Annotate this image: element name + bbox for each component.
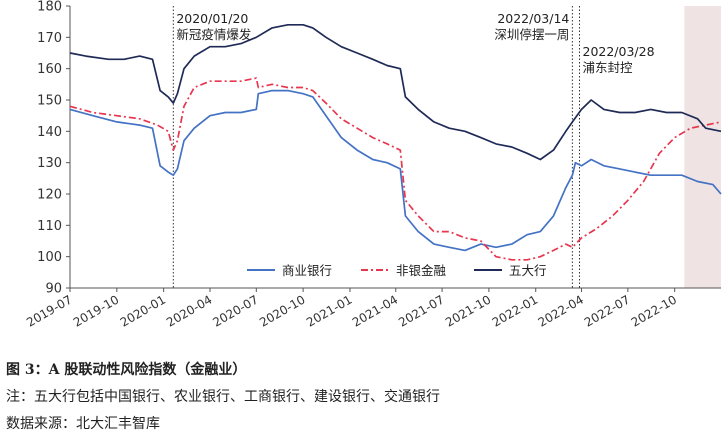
x-tick-label: 2020-01 bbox=[118, 292, 168, 329]
x-tick-label: 2020-04 bbox=[164, 292, 214, 329]
legend-label: 非银金融 bbox=[396, 263, 447, 278]
x-tick-label: 2019-07 bbox=[24, 292, 74, 329]
y-tick-label: 150 bbox=[37, 94, 62, 109]
series-line-商业银行 bbox=[69, 89, 722, 252]
series-line-非银金融 bbox=[69, 77, 722, 261]
x-tick-label: 2019-10 bbox=[71, 292, 121, 329]
event-desc-label: 浦东封控 bbox=[583, 60, 634, 75]
x-tick-label: 2020-10 bbox=[257, 292, 307, 329]
legend-label: 五大行 bbox=[509, 263, 547, 278]
event-date-label: 2020/01/20 bbox=[176, 11, 248, 26]
x-tick-label: 2021-10 bbox=[443, 292, 493, 329]
shaded-period bbox=[684, 6, 721, 288]
x-tick-label: 2021-04 bbox=[350, 292, 400, 329]
y-tick-label: 170 bbox=[37, 31, 62, 46]
y-tick-label: 140 bbox=[37, 125, 62, 140]
line-chart: 90 100 110 120 130 140 150 160 170 180 2019-07201… bbox=[24, 0, 722, 330]
x-tick-label: 2021-07 bbox=[396, 292, 446, 329]
legend: 商业银行 非银金融 五大行 bbox=[247, 263, 547, 278]
legend-label: 商业银行 bbox=[282, 263, 332, 278]
y-tick-label: 120 bbox=[37, 188, 62, 203]
y-tick-label: 100 bbox=[37, 250, 62, 265]
series-line-五大行 bbox=[69, 23, 722, 161]
figure-note: 注：五大行包括中国银行、农业银行、工商银行、建设银行、交通银行 bbox=[6, 389, 440, 405]
x-tick-label: 2022-04 bbox=[536, 292, 586, 329]
series-lines bbox=[69, 23, 722, 261]
y-tick-label: 90 bbox=[45, 282, 62, 297]
y-tick-label: 180 bbox=[37, 0, 62, 15]
x-tick-label: 2022-07 bbox=[582, 292, 632, 329]
figure-source: 数据来源：北大汇丰智库 bbox=[6, 416, 160, 432]
x-tick-label: 2021-01 bbox=[304, 292, 354, 329]
shaded-region bbox=[684, 6, 721, 288]
y-axis: 90 100 110 120 130 140 150 160 170 180 bbox=[37, 0, 71, 297]
event-date-label: 2022/03/28 bbox=[583, 44, 655, 59]
y-tick-label: 160 bbox=[37, 62, 62, 77]
event-desc-label: 新冠疫情爆发 bbox=[176, 27, 252, 42]
x-tick-label: 2022-10 bbox=[629, 292, 679, 329]
y-tick-label: 130 bbox=[37, 156, 62, 171]
event-date-label: 2022/03/14 bbox=[497, 11, 569, 26]
x-axis: 2019-072019-102020-012020-042020-072020-… bbox=[24, 287, 721, 330]
figure-title: 图 3：A 股联动性风险指数（金融业） bbox=[6, 362, 247, 378]
event-desc-label: 深圳停摆一周 bbox=[494, 27, 569, 42]
y-tick-label: 110 bbox=[37, 219, 62, 234]
x-tick-label: 2020-07 bbox=[210, 292, 260, 329]
x-tick-label: 2022-01 bbox=[490, 292, 540, 329]
